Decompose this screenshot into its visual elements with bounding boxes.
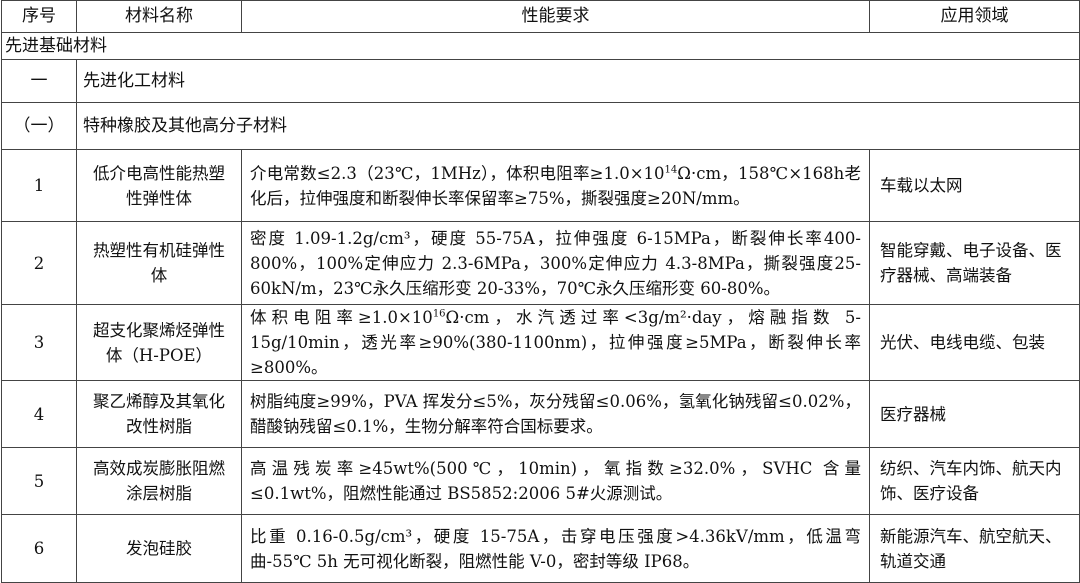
material-name: 热塑性有机硅弹性体 bbox=[76, 221, 242, 305]
row-no: 4 bbox=[1, 380, 77, 448]
spec-text: 比重 0.16-0.5g/cm³，硬度 15-75A，击穿电压强度>4.36kV… bbox=[250, 526, 861, 571]
table-row: 1 低介电高性能热塑性弹性体 介电常数≤2.3（23℃，1MHz），体积电阻率≥1.… bbox=[1, 149, 1080, 222]
row-no: 1 bbox=[1, 149, 77, 222]
row-no: 2 bbox=[1, 221, 77, 305]
subcategory-title: 特种橡胶及其他高分子材料 bbox=[76, 102, 1080, 150]
table-row: 3 超支化聚烯烃弹性体（H-POE） 体积电阻率≥1.0×1016Ω·cm，水汽透过… bbox=[1, 304, 1080, 381]
application-field: 光伏、电线电缆、包装 bbox=[869, 304, 1080, 381]
spec-text: 体积电阻率≥1.0×10 bbox=[250, 308, 433, 327]
row-no: 3 bbox=[1, 304, 77, 381]
header-no: 序号 bbox=[1, 0, 77, 33]
category-title: 先进化工材料 bbox=[76, 59, 1080, 103]
header-app: 应用领域 bbox=[869, 0, 1080, 33]
material-name: 聚乙烯醇及其氧化改性树脂 bbox=[76, 380, 242, 448]
header-row: 序号 材料名称 性能要求 应用领域 bbox=[1, 0, 1080, 33]
category-row: 一 先进化工材料 bbox=[1, 59, 1080, 103]
category-no: 一 bbox=[1, 59, 77, 103]
performance-spec: 介电常数≤2.3（23℃，1MHz），体积电阻率≥1.0×1014Ω·cm，15… bbox=[241, 149, 870, 222]
material-name: 高效成炭膨胀阻燃涂层树脂 bbox=[76, 447, 242, 515]
row-no: 5 bbox=[1, 447, 77, 515]
application-field: 纺织、汽车内饰、航天内饰、医疗设备 bbox=[869, 447, 1080, 515]
application-field: 车载以太网 bbox=[869, 149, 1080, 222]
table-row: 6 发泡硅胶 比重 0.16-0.5g/cm³，硬度 15-75A，击穿电压强度>4… bbox=[1, 514, 1080, 583]
application-field: 新能源汽车、航空航天、轨道交通 bbox=[869, 514, 1080, 583]
spec-exponent: 16 bbox=[432, 308, 446, 320]
application-field: 智能穿戴、电子设备、医疗器械、高端装备 bbox=[869, 221, 1080, 305]
subcategory-row: （一） 特种橡胶及其他高分子材料 bbox=[1, 102, 1080, 150]
section-row: 先进基础材料 bbox=[1, 32, 1080, 60]
table-row: 2 热塑性有机硅弹性体 密度 1.09-1.2g/cm³，硬度 55-75A，拉伸强… bbox=[1, 221, 1080, 305]
table-row: 4 聚乙烯醇及其氧化改性树脂 树脂纯度≥99%，PVA 挥发分≤5%，灰分残留≤0.… bbox=[1, 380, 1080, 448]
spec-text: 密度 1.09-1.2g/cm³，硬度 55-75A，拉伸强度 6-15MPa，… bbox=[250, 228, 861, 298]
material-name: 发泡硅胶 bbox=[76, 514, 242, 583]
header-spec: 性能要求 bbox=[241, 0, 870, 33]
table-row: 5 高效成炭膨胀阻燃涂层树脂 高温残炭率≥45wt%(500℃，10min)，氧指数… bbox=[1, 447, 1080, 515]
material-name: 超支化聚烯烃弹性体（H-POE） bbox=[76, 304, 242, 381]
performance-spec: 体积电阻率≥1.0×1016Ω·cm，水汽透过率<3g/m²·day，熔融指数 … bbox=[241, 304, 870, 381]
material-name: 低介电高性能热塑性弹性体 bbox=[76, 149, 242, 222]
performance-spec: 高温残炭率≥45wt%(500℃，10min)，氧指数≥32.0%，SVHC 含… bbox=[241, 447, 870, 515]
spec-text-rest: Ω·cm，158℃×168h老化后，拉伸强度和断裂伸长率保留率≥75%，撕裂强度… bbox=[250, 163, 861, 208]
spec-exponent: 14 bbox=[664, 164, 678, 175]
subcategory-no: （一） bbox=[1, 102, 77, 150]
performance-spec: 密度 1.09-1.2g/cm³，硬度 55-75A，拉伸强度 6-15MPa，… bbox=[241, 221, 870, 305]
spec-text-rest: Ω·cm，水汽透过率<3g/m²·day，熔融指数 5-15g/10min，透光… bbox=[250, 308, 861, 377]
section-title: 先进基础材料 bbox=[1, 32, 1080, 60]
spec-text: 树脂纯度≥99%，PVA 挥发分≤5%，灰分残留≤0.06%，氢氧化钠残留≤0.… bbox=[250, 392, 861, 436]
performance-spec: 比重 0.16-0.5g/cm³，硬度 15-75A，击穿电压强度>4.36kV… bbox=[241, 514, 870, 583]
performance-spec: 树脂纯度≥99%，PVA 挥发分≤5%，灰分残留≤0.06%，氢氧化钠残留≤0.… bbox=[241, 380, 870, 448]
row-no: 6 bbox=[1, 514, 77, 583]
spec-text: 介电常数≤2.3（23℃，1MHz），体积电阻率≥1.0×10 bbox=[250, 163, 665, 183]
application-field: 医疗器械 bbox=[869, 380, 1080, 448]
header-name: 材料名称 bbox=[76, 0, 242, 33]
spec-text: 高温残炭率≥45wt%(500℃，10min)，氧指数≥32.0%，SVHC 含… bbox=[250, 459, 861, 503]
